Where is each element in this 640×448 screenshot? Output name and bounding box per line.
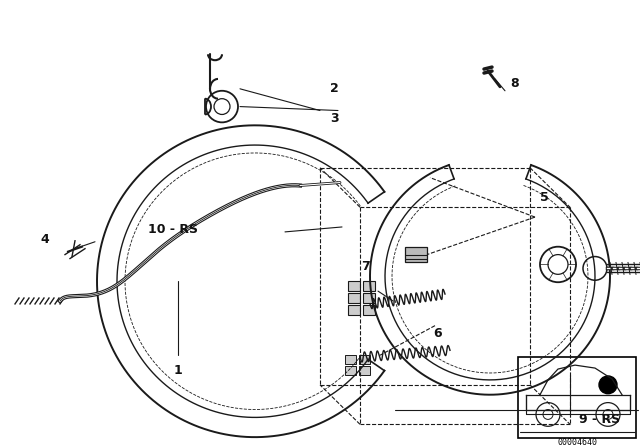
Text: 9 - RS: 9 - RS — [579, 413, 621, 426]
Text: 1: 1 — [173, 363, 182, 377]
Text: 8: 8 — [510, 78, 518, 90]
Text: 2: 2 — [330, 82, 339, 95]
Bar — [518, 357, 636, 438]
Text: 00004640: 00004640 — [557, 438, 597, 447]
Bar — [363, 293, 375, 303]
Text: 7: 7 — [361, 260, 370, 273]
Bar — [348, 293, 360, 303]
Text: 10 - RS: 10 - RS — [148, 224, 198, 237]
Text: 6: 6 — [434, 327, 442, 340]
Text: 3: 3 — [330, 112, 339, 125]
Bar — [348, 281, 360, 291]
Bar — [359, 366, 370, 375]
Text: 4: 4 — [40, 233, 49, 246]
Bar — [363, 281, 375, 291]
Bar — [363, 305, 375, 315]
Bar — [405, 247, 427, 263]
Text: 5: 5 — [540, 191, 548, 204]
Bar — [345, 355, 356, 364]
Bar — [348, 305, 360, 315]
Bar — [345, 366, 356, 375]
Circle shape — [599, 376, 617, 394]
Bar — [359, 355, 370, 364]
